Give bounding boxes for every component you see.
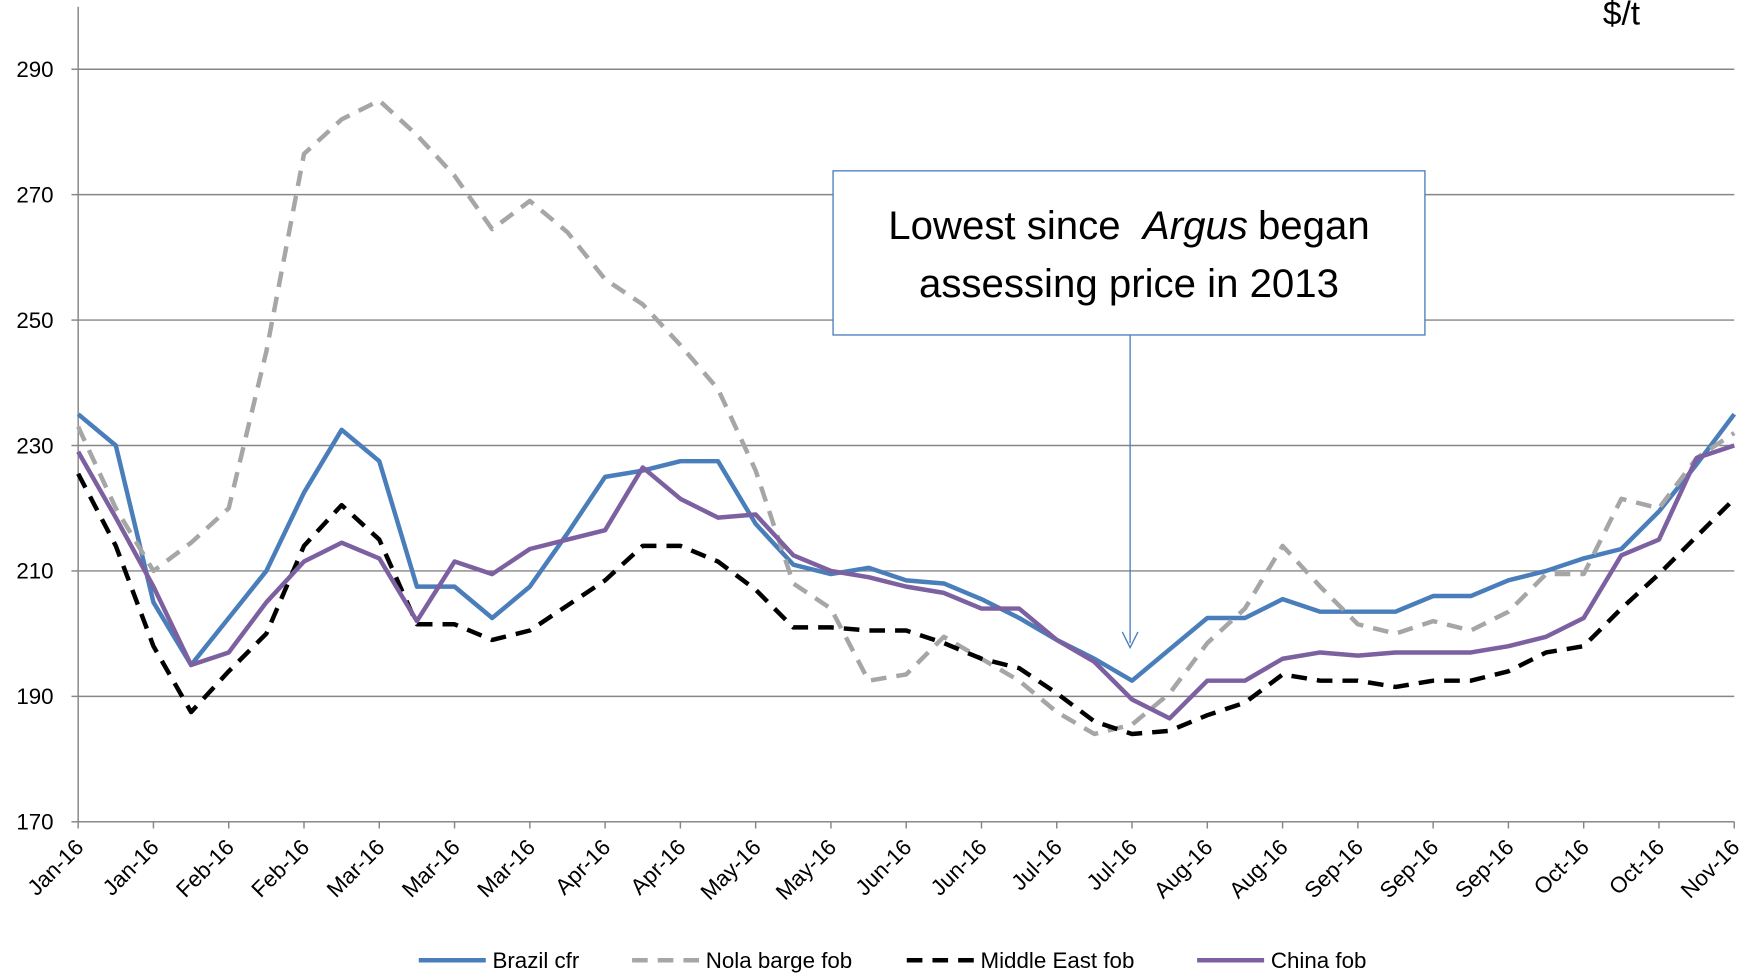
x-tick-label: Apr-16 <box>626 834 691 899</box>
x-tick-label: Oct-16 <box>1529 834 1594 899</box>
annotation-box <box>832 170 1426 336</box>
legend-item: Brazil cfr <box>418 948 580 973</box>
legend-item: Middle East fob <box>906 948 1134 973</box>
y-tick-label: 270 <box>16 182 53 207</box>
legend-label: Nola barge fob <box>706 948 852 973</box>
x-tick-label: Jul-16 <box>1006 834 1067 895</box>
series-line <box>76 98 1736 737</box>
x-tick-label: Jan-16 <box>98 834 164 900</box>
y-tick-label: 210 <box>16 559 53 584</box>
x-tick-label: Sep-16 <box>1300 834 1369 903</box>
legend-item: Nola barge fob <box>632 948 852 973</box>
annotation-line2: assessing price in 2013 <box>919 261 1339 306</box>
annotation: Lowest since Argus began assessing price i… <box>832 170 1426 650</box>
x-tick-label: Sep-16 <box>1450 834 1519 903</box>
x-tick-label: Oct-16 <box>1604 834 1669 899</box>
annotation-text: Lowest since <box>888 203 1120 248</box>
x-tick-label: Aug-16 <box>1149 834 1218 903</box>
x-tick-label: Feb-16 <box>171 834 239 902</box>
x-tick-label: May-16 <box>696 834 766 904</box>
x-tick-label: Feb-16 <box>247 834 315 902</box>
x-tick-label: Mar-16 <box>397 834 465 902</box>
annotation-italic: Argus <box>1141 203 1248 248</box>
y-tick-label: 230 <box>16 433 53 458</box>
y-tick-label: 190 <box>16 684 53 709</box>
x-tick-label: May-16 <box>771 834 841 904</box>
x-tick-label: Jun-16 <box>850 834 916 900</box>
x-tick-label: Sep-16 <box>1375 834 1444 903</box>
series-line <box>76 443 1735 721</box>
legend-label: Brazil cfr <box>492 948 579 973</box>
y-tick-label: 250 <box>16 308 53 333</box>
legend-item: China fob <box>1197 948 1366 973</box>
legend-label: China fob <box>1271 948 1367 973</box>
y-tick-label: 170 <box>16 810 53 835</box>
x-tick-label: Apr-16 <box>550 834 615 899</box>
x-tick-label: Jul-16 <box>1082 834 1143 895</box>
x-tick-label: Mar-16 <box>322 834 390 902</box>
arrow-head <box>1121 631 1139 650</box>
series-line <box>76 412 1737 683</box>
x-tick-label: Mar-16 <box>472 834 540 902</box>
x-tick-label: Aug-16 <box>1224 834 1293 903</box>
x-tick-label: Jan-16 <box>22 834 88 900</box>
unit-label: $/t <box>1603 0 1641 33</box>
y-tick-label: 290 <box>16 57 53 82</box>
legend-label: Middle East fob <box>980 948 1134 973</box>
x-tick-label: Jun-16 <box>926 834 992 900</box>
annotation-text: began <box>1258 203 1370 248</box>
series-line <box>76 472 1736 737</box>
x-tick-label: Nov-16 <box>1676 834 1745 903</box>
annotation-line1: Lowest since Argus began <box>888 203 1369 248</box>
